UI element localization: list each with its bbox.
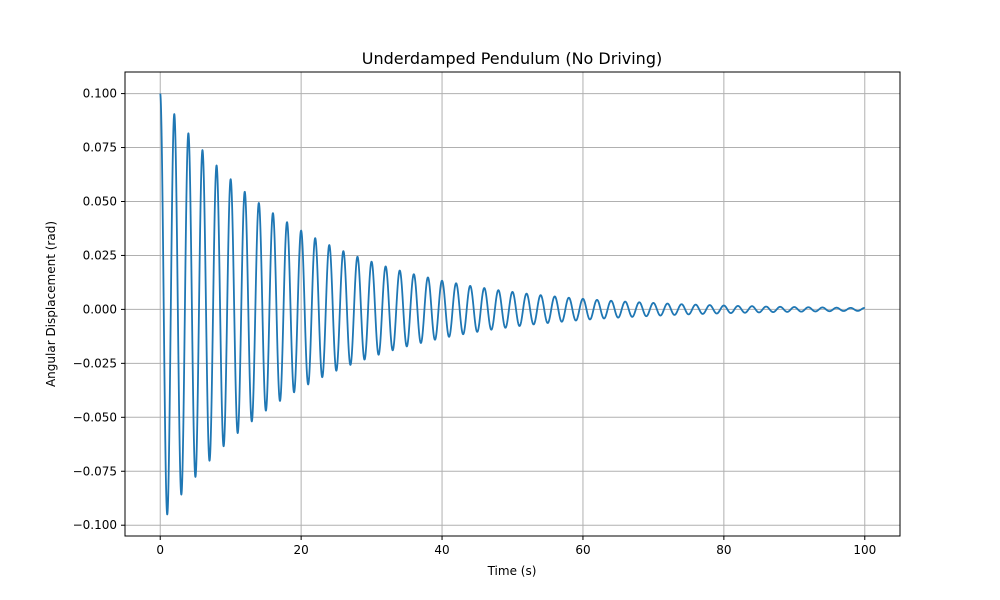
x-tick-label: 40 (434, 543, 449, 557)
y-tick-label: 0.000 (83, 302, 117, 316)
y-tick-label: 0.100 (83, 87, 117, 101)
y-tick-label: −0.075 (73, 464, 117, 478)
y-tick-label: 0.075 (83, 141, 117, 155)
y-tick-label: 0.025 (83, 248, 117, 262)
y-tick-label: −0.100 (73, 518, 117, 532)
x-tick-label: 0 (156, 543, 164, 557)
series-layer (159, 93, 866, 516)
x-axis-ticks: 0 20 40 60 80 100 (156, 536, 876, 557)
x-tick-label: 80 (716, 543, 731, 557)
chart-title: Underdamped Pendulum (No Driving) (362, 49, 662, 68)
y-tick-label: −0.025 (73, 356, 117, 370)
y-axis-ticks: 0.100 0.075 0.050 0.025 0.000 −0.025 −0.050 −0.… (73, 87, 125, 532)
x-tick-label: 100 (853, 543, 876, 557)
series-line-0 (159, 93, 866, 516)
y-tick-label: −0.050 (73, 410, 117, 424)
x-tick-label: 20 (293, 543, 308, 557)
x-tick-label: 60 (575, 543, 590, 557)
y-tick-label: 0.050 (83, 194, 117, 208)
plot-frame (124, 71, 901, 537)
y-axis-label: Angular Displacement (rad) (44, 221, 58, 387)
grid (125, 72, 900, 536)
x-axis-label: Time (s) (487, 564, 537, 578)
